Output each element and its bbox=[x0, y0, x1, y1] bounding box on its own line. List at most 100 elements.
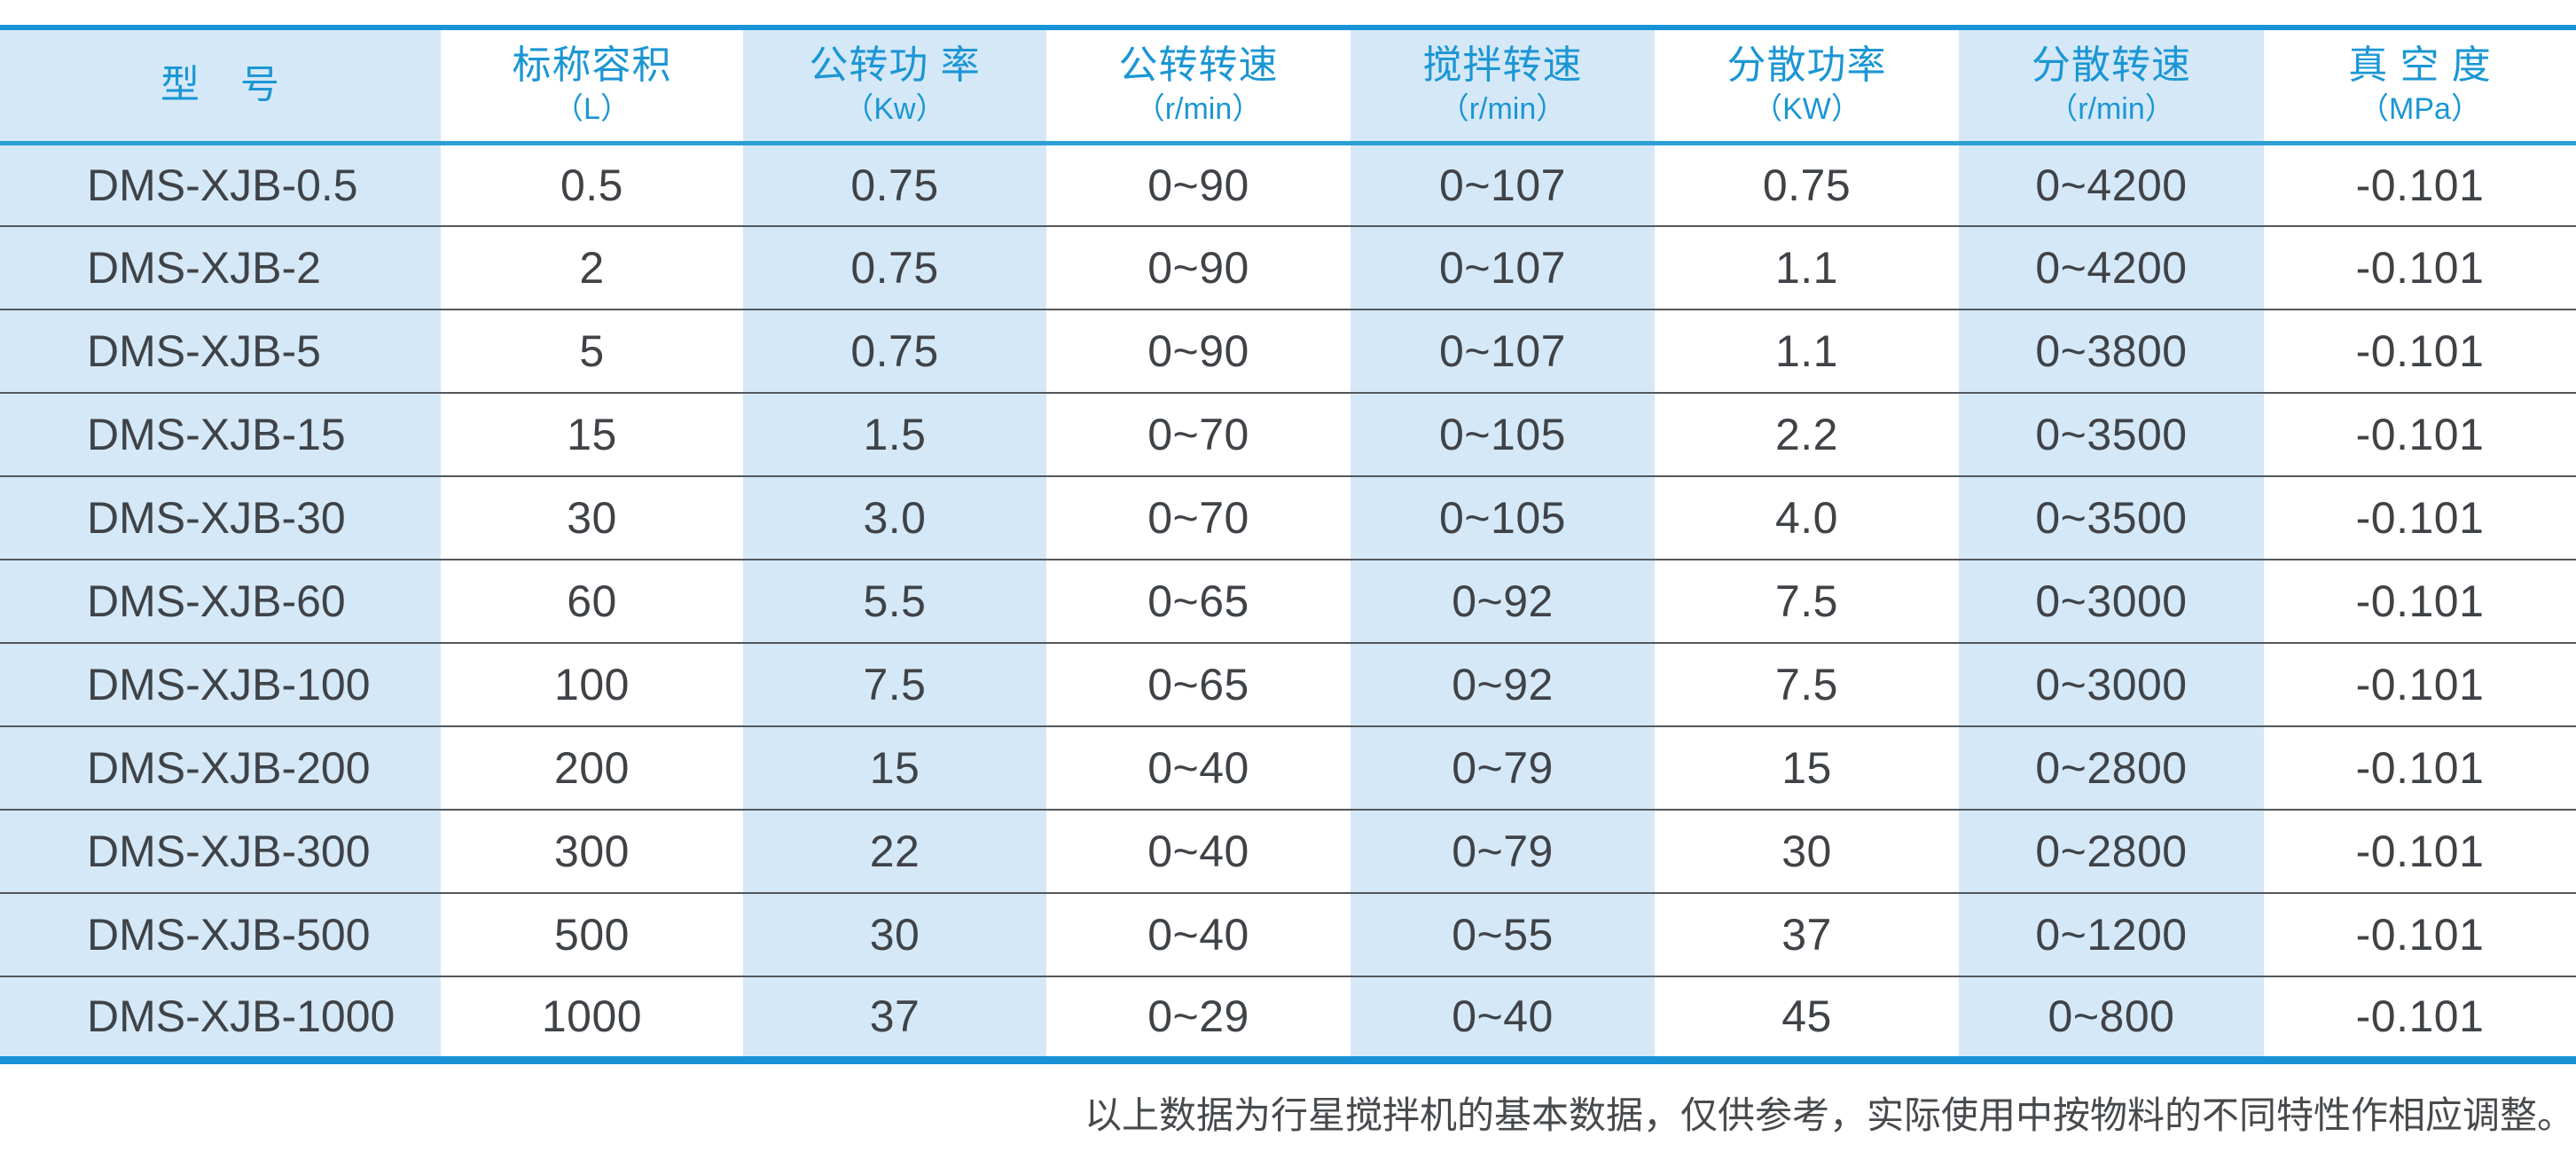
spec-cell: 0.5 bbox=[560, 160, 623, 210]
spec-cell: 0~800 bbox=[1959, 976, 2264, 1060]
column-header: 公转转速 （r/min） bbox=[1046, 27, 1351, 143]
table-row: DMS-XJB-100 100 7.5 0~65 0~92 7.5 0~3000 -0.101 bbox=[0, 643, 2576, 726]
column-title: 型 号 bbox=[161, 63, 280, 107]
spec-cell: 0~70 bbox=[1147, 493, 1249, 543]
spec-cell: 0.75 bbox=[743, 310, 1046, 393]
spec-cell: 0~4200 bbox=[1959, 226, 2264, 310]
spec-cell: 0~2800 bbox=[1959, 726, 2264, 810]
spec-cell: 0~3000 bbox=[1959, 643, 2264, 726]
model-cell: DMS-XJB-15 bbox=[0, 393, 441, 476]
spec-cell: 0~107 bbox=[1351, 226, 1655, 310]
spec-cell: 0~3500 bbox=[1959, 476, 2264, 560]
spec-cell: 0.75 bbox=[743, 143, 1046, 226]
column-unit: （r/min） bbox=[1134, 91, 1263, 126]
table-row: DMS-XJB-500 500 30 0~40 0~55 37 0~1200 -0.101 bbox=[0, 893, 2576, 976]
column-title: 分散转速 bbox=[2032, 43, 2191, 88]
spec-cell: 0~3800 bbox=[1959, 310, 2264, 393]
model-cell: DMS-XJB-100 bbox=[0, 643, 441, 726]
spec-cell: 30 bbox=[1781, 827, 1832, 876]
spec-cell: 7.5 bbox=[1774, 576, 1838, 626]
table-row: DMS-XJB-60 60 5.5 0~65 0~92 7.5 0~3000 -0.101 bbox=[0, 560, 2576, 643]
column-unit: （r/min） bbox=[1438, 91, 1567, 126]
spec-cell: 0~92 bbox=[1351, 643, 1655, 726]
table-row: DMS-XJB-200 200 15 0~40 0~79 15 0~2800 -0.101 bbox=[0, 726, 2576, 810]
spec-cell: 0~107 bbox=[1351, 310, 1655, 393]
spec-cell: 1.5 bbox=[743, 393, 1046, 476]
column-title: 公转转速 bbox=[1118, 43, 1279, 88]
spec-cell: 22 bbox=[743, 810, 1046, 893]
spec-cell: 2 bbox=[579, 243, 605, 293]
header-row: 型 号标称容积 （L） 公转功 率（Kw） 公转转速 （r/min） 搅拌转速 （r/min… bbox=[0, 27, 2576, 143]
spec-cell: 0.75 bbox=[1762, 160, 1852, 210]
spec-cell: 500 bbox=[554, 910, 630, 960]
model-cell: DMS-XJB-5 bbox=[0, 310, 441, 393]
spec-cell: 1.1 bbox=[1774, 326, 1838, 376]
column-unit: （KW） bbox=[1752, 91, 1861, 126]
table-row: DMS-XJB-30 30 3.0 0~70 0~105 4.0 0~3500 -0.101 bbox=[0, 476, 2576, 560]
spec-cell: 0~55 bbox=[1351, 893, 1655, 976]
spec-cell: -0.101 bbox=[2355, 243, 2485, 293]
column-header: 分散功率 （KW） bbox=[1655, 27, 1959, 143]
spec-cell: 0~90 bbox=[1147, 243, 1249, 293]
spec-table: 型 号标称容积 （L） 公转功 率（Kw） 公转转速 （r/min） 搅拌转速 （r/min… bbox=[0, 25, 2576, 1064]
spec-cell: -0.101 bbox=[2355, 160, 2485, 210]
spec-cell: -0.101 bbox=[2355, 410, 2485, 459]
spec-cell: 5.5 bbox=[743, 560, 1046, 643]
column-header: 搅拌转速 （r/min） bbox=[1351, 27, 1655, 143]
column-title: 公转功 率 bbox=[809, 43, 981, 88]
spec-cell: 0~2800 bbox=[1959, 810, 2264, 893]
spec-cell: 15 bbox=[743, 726, 1046, 810]
model-cell: DMS-XJB-2 bbox=[0, 226, 441, 310]
spec-cell: 1.1 bbox=[1774, 243, 1838, 293]
spec-cell: 0~92 bbox=[1351, 560, 1655, 643]
model-cell: DMS-XJB-200 bbox=[0, 726, 441, 810]
spec-cell: 7.5 bbox=[1774, 660, 1838, 709]
spec-cell: 45 bbox=[1781, 991, 1832, 1042]
column-title: 真 空 度 bbox=[2348, 43, 2492, 88]
column-title: 标称容积 bbox=[512, 43, 672, 88]
spec-cell: 0~40 bbox=[1147, 743, 1249, 793]
table-row: DMS-XJB-5 5 0.75 0~90 0~107 1.1 0~3800 -0.101 bbox=[0, 310, 2576, 393]
spec-cell: -0.101 bbox=[2355, 493, 2485, 543]
spec-cell: -0.101 bbox=[2355, 326, 2485, 376]
column-unit: （L） bbox=[553, 91, 630, 126]
spec-cell: 0~29 bbox=[1147, 991, 1249, 1042]
column-header: 标称容积 （L） bbox=[441, 27, 743, 143]
column-header: 型 号 bbox=[0, 27, 441, 143]
footer-note: 以上数据为行星搅拌机的基本数据，仅供参考，实际使用中按物料的不同特性作相应调整。 bbox=[1084, 1095, 2574, 1137]
spec-cell: 300 bbox=[554, 827, 630, 876]
spec-cell: -0.101 bbox=[2355, 827, 2485, 876]
spec-cell: -0.101 bbox=[2355, 660, 2485, 709]
column-header: 真 空 度（MPa） bbox=[2264, 27, 2576, 143]
spec-cell: 0~70 bbox=[1147, 410, 1249, 459]
spec-cell: 7.5 bbox=[743, 643, 1046, 726]
spec-cell: 0~40 bbox=[1147, 827, 1249, 876]
model-cell: DMS-XJB-1000 bbox=[0, 976, 441, 1060]
model-cell: DMS-XJB-300 bbox=[0, 810, 441, 893]
column-header: 公转功 率（Kw） bbox=[743, 27, 1046, 143]
spec-cell: 5 bbox=[579, 326, 605, 376]
spec-cell: -0.101 bbox=[2355, 910, 2485, 960]
spec-cell: 0~40 bbox=[1351, 976, 1655, 1060]
spec-cell: 37 bbox=[1781, 910, 1832, 960]
spec-cell: 200 bbox=[554, 743, 630, 793]
spec-cell: 15 bbox=[1781, 743, 1832, 793]
spec-cell: -0.101 bbox=[2355, 743, 2485, 793]
spec-cell: 30 bbox=[567, 493, 617, 543]
spec-cell: 15 bbox=[567, 410, 617, 459]
table-row: DMS-XJB-0.5 0.5 0.75 0~90 0~107 0.75 0~4200 -0.… bbox=[0, 143, 2576, 226]
column-unit: （MPa） bbox=[2359, 91, 2481, 126]
spec-cell: 0~79 bbox=[1351, 726, 1655, 810]
spec-cell: 0~4200 bbox=[1959, 143, 2264, 226]
spec-cell: 100 bbox=[554, 660, 630, 709]
spec-cell: 30 bbox=[743, 893, 1046, 976]
table-row: DMS-XJB-15 15 1.5 0~70 0~105 2.2 0~3500 -0.101 bbox=[0, 393, 2576, 476]
spec-cell: 1000 bbox=[541, 991, 643, 1042]
column-title: 搅拌转速 bbox=[1422, 43, 1583, 88]
column-unit: （Kw） bbox=[843, 91, 946, 126]
spec-cell: 37 bbox=[743, 976, 1046, 1060]
spec-cell: -0.101 bbox=[2355, 991, 2485, 1042]
column-header: 分散转速 （r/min） bbox=[1959, 27, 2264, 143]
spec-cell: 0~79 bbox=[1351, 810, 1655, 893]
